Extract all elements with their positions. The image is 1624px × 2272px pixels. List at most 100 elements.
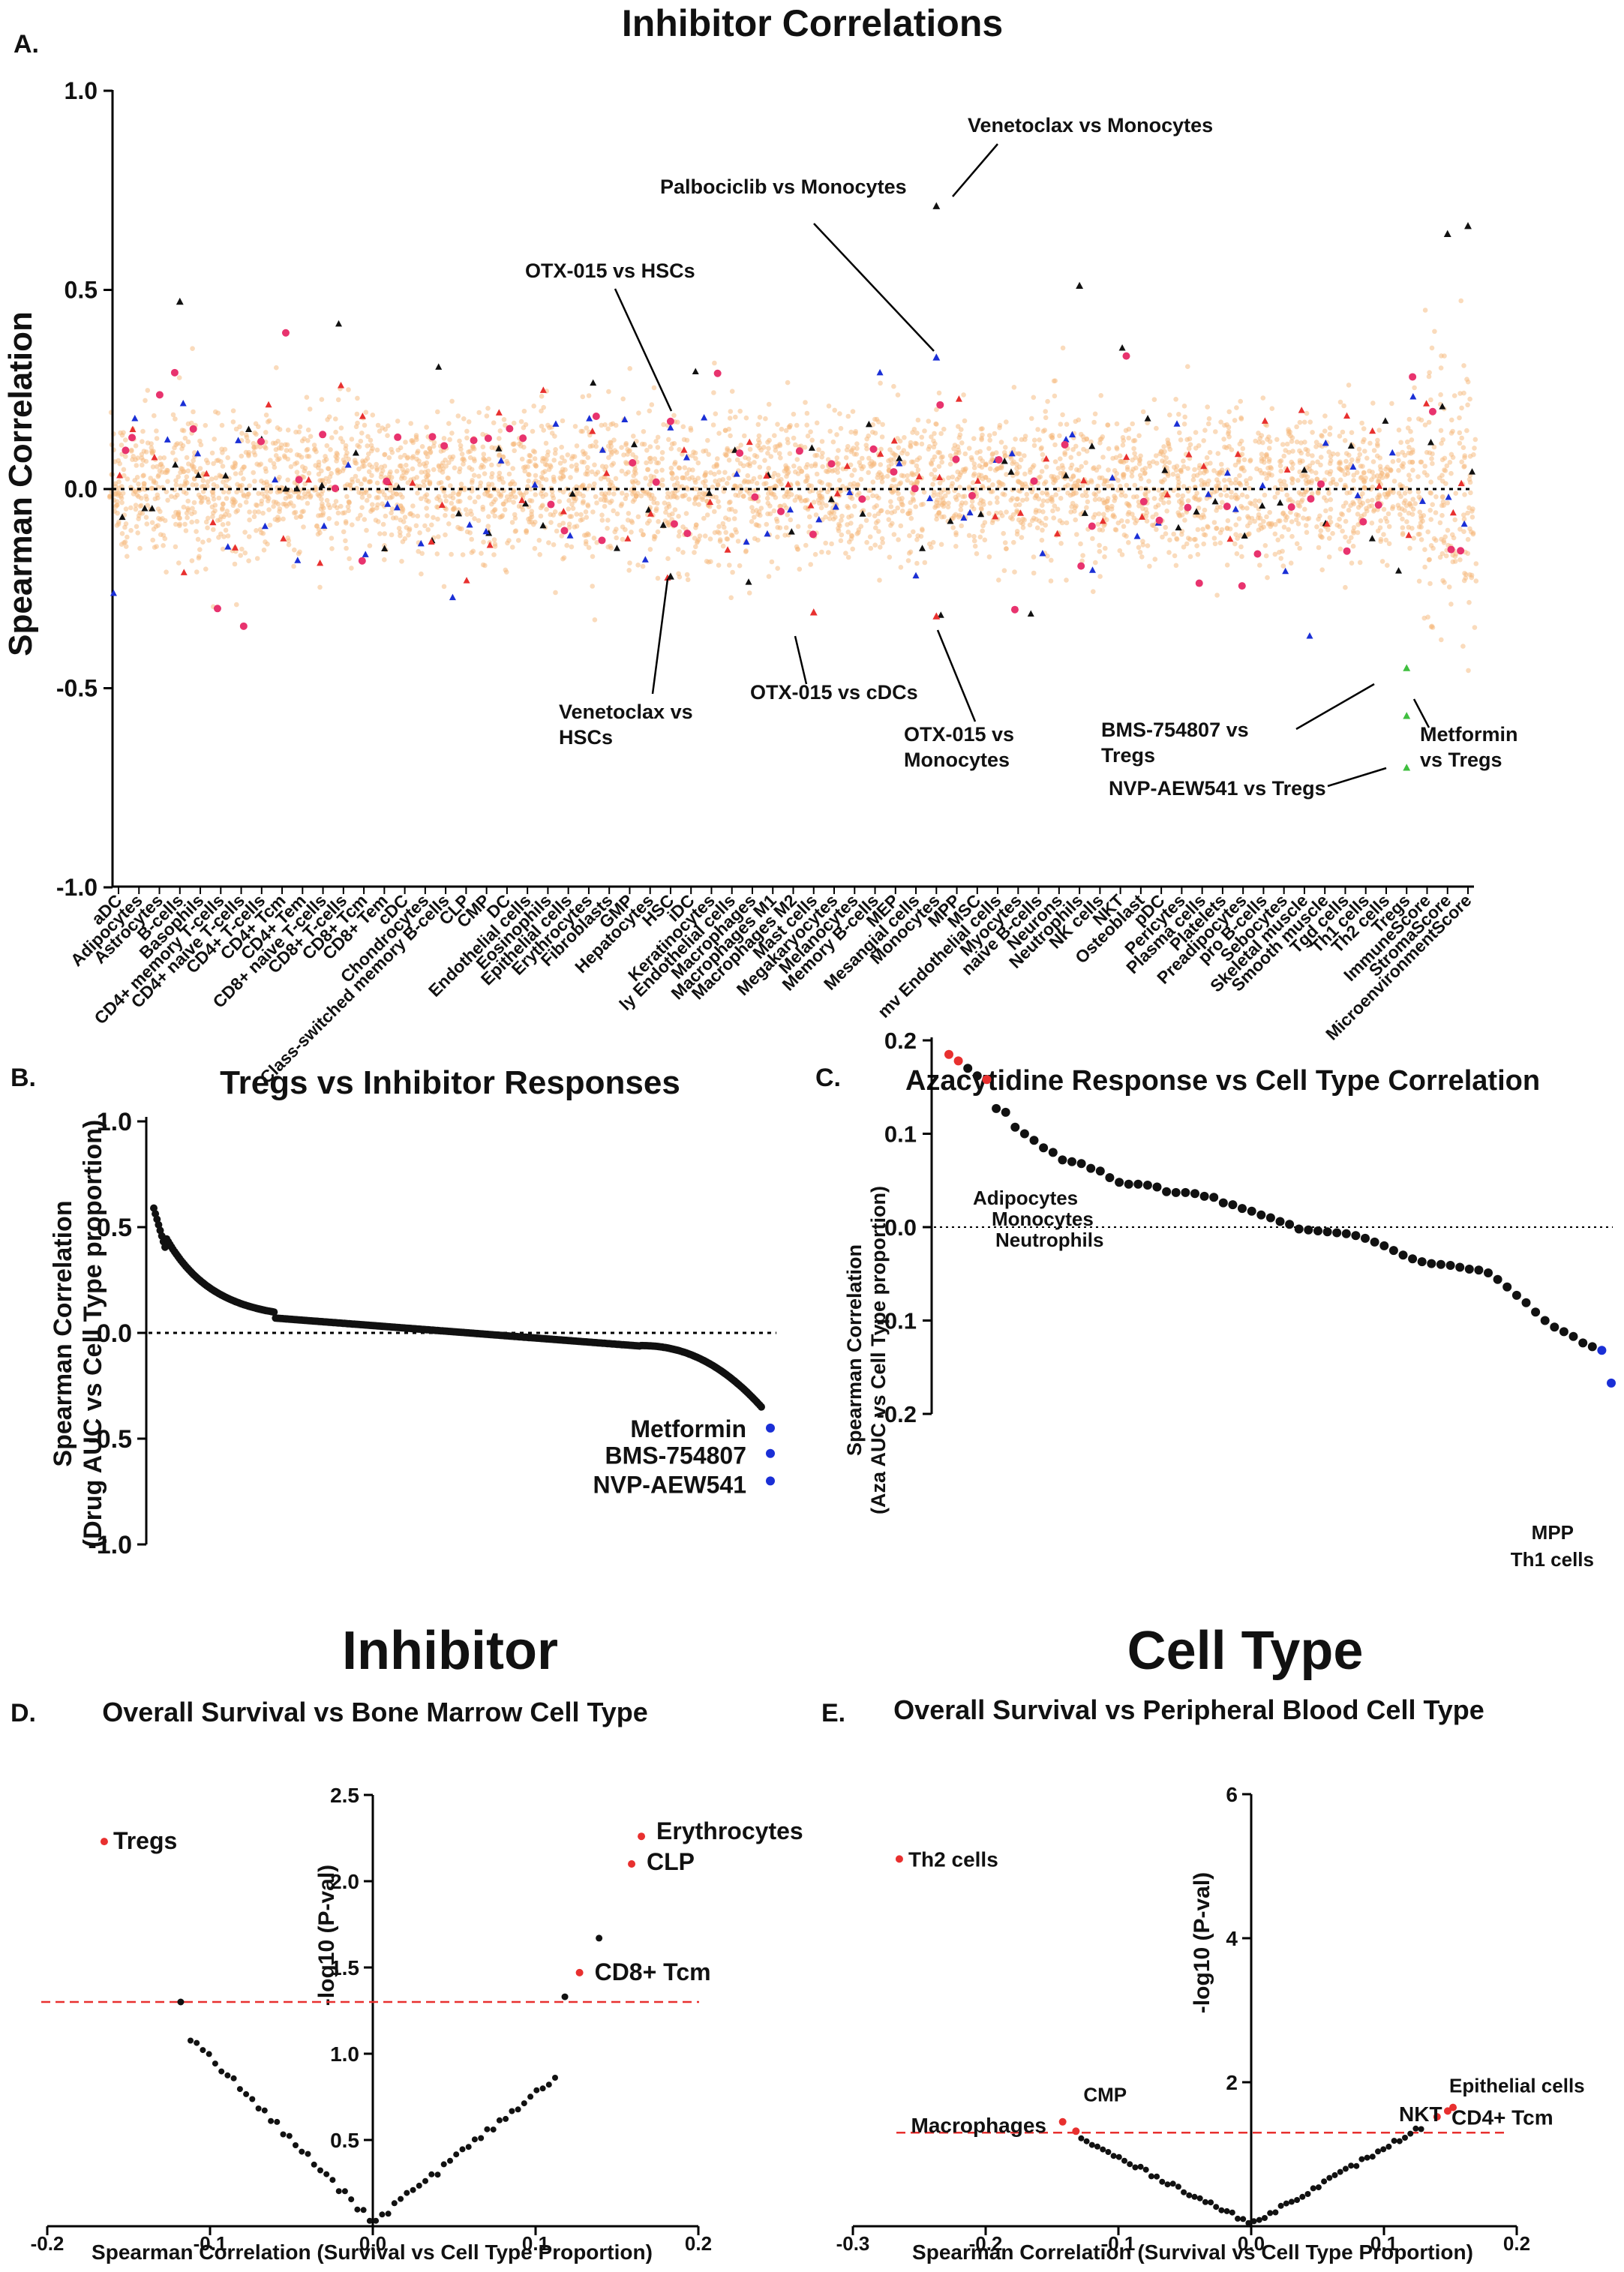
- panel-a-cloud-dot: [838, 538, 844, 544]
- panel-a-cloud-dot: [938, 431, 944, 437]
- panel-a-cloud-dot: [572, 424, 578, 429]
- panel-a-cloud-dot: [1470, 506, 1475, 512]
- panel-a-cloud-dot: [205, 483, 210, 489]
- panel-a-marker-black: [395, 484, 402, 491]
- panel-a-cloud-dot: [1184, 541, 1190, 547]
- panel-a-cloud-dot: [1406, 445, 1412, 450]
- panel-a-cloud-dot: [1053, 492, 1058, 497]
- panel-a-cloud-dot: [929, 461, 935, 467]
- panel-a-cloud-dot: [1450, 428, 1455, 434]
- panel-a-cloud-dot: [366, 451, 371, 457]
- panel-a-cloud-dot: [1194, 543, 1199, 548]
- panel-c-y-tick-label: 0.0: [884, 1214, 917, 1241]
- panel-a-marker-black: [919, 545, 926, 551]
- panel-a-cloud-dot: [1131, 515, 1137, 521]
- panel-a-cloud-dot: [1043, 522, 1048, 528]
- panel-a-cloud-dot: [936, 511, 941, 516]
- panel-a-cloud-dot: [1147, 563, 1152, 569]
- panel-a-cloud-dot: [680, 494, 686, 499]
- panel-a-cloud-dot: [504, 569, 509, 575]
- panel-a-cloud-dot: [1409, 526, 1415, 531]
- panel-a-marker-blue: [641, 556, 649, 563]
- panel-a-cloud-dot: [1110, 512, 1116, 518]
- panel-a-cloud-dot: [733, 509, 738, 515]
- panel-d-x-tick-label: -0.1: [194, 2232, 227, 2255]
- panel-a-cloud-dot: [1327, 431, 1333, 437]
- panel-a-cloud-dot: [216, 495, 222, 501]
- panel-a-cloud-dot: [135, 455, 140, 461]
- panel-a-cloud-dot: [849, 473, 854, 478]
- panel-c-point: [1209, 1193, 1219, 1202]
- panel-a-cloud-dot: [1084, 493, 1089, 499]
- panel-a-cloud-dot: [1224, 525, 1230, 531]
- panel-a-cloud-dot: [943, 493, 948, 499]
- panel-a-cloud-dot: [1262, 471, 1268, 476]
- panel-a-marker-red: [280, 535, 287, 542]
- panel-a-cloud-dot: [1370, 470, 1375, 475]
- panel-a-cloud-dot: [839, 532, 845, 538]
- panel-a-cloud-dot: [241, 464, 247, 470]
- panel-a-cloud-dot: [776, 479, 782, 485]
- panel-a-cloud-dot: [1348, 503, 1353, 509]
- panel-a-cloud-dot: [1365, 498, 1370, 504]
- panel-a-cloud-dot: [306, 470, 312, 476]
- panel-a-cloud-dot: [1119, 552, 1125, 557]
- panel-a-cloud-dot: [716, 524, 722, 530]
- panel-a-cloud-dot: [1379, 471, 1385, 476]
- panel-a-cloud-dot: [934, 407, 939, 413]
- panel-a-cloud-dot: [456, 507, 461, 512]
- panel-a-cloud-dot: [1097, 527, 1103, 533]
- panel-a-annotation-text: Tregs: [1101, 744, 1155, 767]
- panel-a-cloud-dot: [866, 470, 871, 476]
- panel-a-cloud-dot: [607, 482, 613, 488]
- panel-a-cloud-dot: [356, 466, 362, 472]
- panel-a-cloud-dot: [1439, 473, 1445, 478]
- panel-a-cloud-dot: [1406, 416, 1412, 422]
- panel-a-cloud-dot: [1096, 511, 1102, 517]
- panel-a-marker-blue: [667, 424, 674, 431]
- panel-a-cloud-dot: [189, 420, 194, 426]
- panel-a-cloud-dot: [1080, 483, 1085, 488]
- panel-a-cloud-dot: [461, 458, 467, 463]
- panel-a-cloud-dot: [446, 460, 452, 465]
- panel-a-cloud-dot: [992, 431, 998, 437]
- panel-a-cloud-dot: [1362, 449, 1367, 454]
- panel-a-cloud-dot: [191, 458, 196, 464]
- panel-a-cloud-dot: [766, 446, 771, 452]
- panel-a-cloud-dot: [813, 512, 819, 518]
- panel-a-cloud-dot: [343, 521, 349, 526]
- panel-a-cloud-dot: [1277, 463, 1283, 469]
- panel-a-cloud-dot: [671, 440, 677, 446]
- panel-c-point-label: Monocytes: [992, 1208, 1094, 1230]
- panel-a-cloud-dot: [223, 527, 229, 533]
- panel-a-cloud-dot: [1040, 428, 1046, 434]
- panel-a-cloud-dot: [1461, 578, 1467, 584]
- panel-a-highlight-point: [1403, 664, 1411, 671]
- panel-a-cloud-dot: [1445, 500, 1450, 506]
- panel-a-cloud-dot: [644, 448, 650, 453]
- panel-a-cloud-dot: [727, 416, 733, 421]
- panel-a-cloud-dot: [1136, 545, 1142, 551]
- panel-a-cloud-dot: [1425, 529, 1430, 535]
- panel-b-y-tick-label: 0.5: [97, 1214, 132, 1242]
- panel-a-marker-pink: [1155, 516, 1163, 524]
- panel-a-cloud-dot: [1262, 460, 1267, 465]
- panel-a-cloud-dot: [850, 409, 856, 414]
- panel-a-cloud-dot: [889, 483, 894, 489]
- panel-a-cloud-dot: [836, 521, 842, 527]
- panel-a-cloud-dot: [185, 439, 191, 445]
- panel-a-cloud-dot: [823, 515, 828, 520]
- panel-a-cloud-dot: [745, 462, 751, 467]
- panel-a-cloud-dot: [221, 489, 227, 495]
- panel-a-cloud-dot: [1257, 436, 1263, 441]
- panel-c-x-label: Cell Type: [1127, 1621, 1364, 1681]
- panel-a-cloud-dot: [647, 482, 653, 488]
- panel-b-y-tick-label: -0.5: [88, 1425, 132, 1454]
- panel-a-cloud-dot: [638, 493, 644, 499]
- panel-a-cloud-dot: [1277, 550, 1282, 555]
- panel-a-cloud-dot: [273, 453, 279, 458]
- panel-a-cloud-dot: [1129, 473, 1135, 479]
- panel-a-marker-black: [293, 485, 301, 492]
- panel-a-cloud-dot: [389, 510, 394, 516]
- panel-a-cloud-dot: [1049, 499, 1055, 504]
